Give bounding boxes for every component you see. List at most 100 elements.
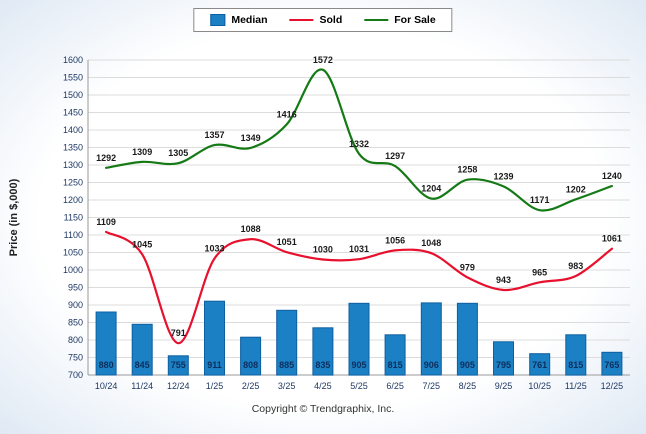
y-tick-label: 850 — [68, 318, 83, 328]
median-bar-value: 815 — [568, 360, 583, 370]
y-tick-label: 1100 — [64, 230, 83, 240]
legend: Median Sold For Sale — [193, 8, 453, 32]
sold-value: 983 — [568, 261, 583, 271]
sold-value: 979 — [460, 262, 475, 272]
y-tick-label: 800 — [68, 335, 83, 345]
median-bar-value: 885 — [279, 360, 294, 370]
sold-value: 791 — [171, 328, 186, 338]
y-tick-label: 1300 — [63, 160, 83, 170]
for-sale-value: 1292 — [96, 153, 116, 163]
x-tick-label: 8/25 — [459, 381, 477, 391]
median-bar-value: 808 — [243, 360, 258, 370]
y-tick-label: 1350 — [63, 143, 83, 153]
median-bar-value: 755 — [171, 360, 186, 370]
median-bar-value: 906 — [424, 360, 439, 370]
y-axis-title: Price (in $,000) — [8, 178, 20, 256]
x-tick-label: 7/25 — [423, 381, 441, 391]
for-sale-line — [105, 68, 613, 212]
legend-item-sold: Sold — [289, 14, 342, 26]
y-tick-label: 1550 — [63, 73, 83, 83]
x-tick-label: 12/25 — [601, 381, 624, 391]
y-tick-label: 1150 — [64, 213, 83, 223]
y-tick-label: 1450 — [63, 108, 83, 118]
median-bar-value: 845 — [135, 360, 150, 370]
median-bar — [95, 311, 117, 376]
for-sale-value: 1332 — [349, 139, 369, 149]
median-bar — [348, 302, 370, 376]
y-tick-label: 1000 — [63, 265, 83, 275]
sold-value: 965 — [532, 267, 547, 277]
for-sale-value: 1357 — [204, 130, 224, 140]
for-sale-value: 1416 — [277, 109, 297, 119]
y-tick-label: 950 — [68, 283, 83, 293]
median-swatch-icon — [210, 14, 226, 26]
x-tick-label: 3/25 — [278, 381, 296, 391]
y-tick-label: 1600 — [63, 55, 83, 65]
gridlines — [87, 59, 630, 376]
copyright-text: Copyright © Trendgraphix, Inc. — [251, 403, 395, 415]
sold-value: 1030 — [313, 245, 333, 255]
x-tick-label: 5/25 — [350, 381, 368, 391]
median-bar — [493, 341, 514, 376]
x-tick-label: 6/25 — [386, 381, 404, 391]
median-bar-value: 905 — [460, 360, 475, 370]
legend-item-median: Median — [210, 14, 267, 26]
x-tick-label: 11/25 — [565, 381, 587, 391]
sold-value: 1031 — [349, 244, 369, 254]
median-bar-value: 835 — [315, 360, 330, 370]
median-bar-value: 765 — [604, 360, 619, 370]
y-tick-label: 1250 — [63, 178, 83, 188]
legend-label-for-sale: For Sale — [394, 14, 436, 26]
for-sale-value: 1572 — [313, 55, 333, 65]
legend-label-median: Median — [231, 14, 268, 26]
sold-value: 1051 — [277, 237, 297, 247]
for-sale-value: 1305 — [168, 148, 188, 158]
sold-value: 1056 — [385, 235, 405, 245]
median-bars — [95, 300, 623, 376]
median-bar — [204, 300, 225, 376]
sold-value: 1088 — [241, 224, 261, 234]
median-bar-value: 815 — [388, 360, 403, 370]
sold-value: 1061 — [602, 234, 622, 244]
x-tick-label: 10/24 — [95, 381, 118, 391]
for-sale-value: 1204 — [421, 184, 441, 194]
median-bar — [167, 355, 189, 376]
sold-value: 1045 — [132, 239, 152, 249]
sold-value: 1033 — [204, 244, 224, 254]
median-bar — [240, 336, 262, 376]
y-tick-label: 1050 — [63, 248, 83, 258]
x-tick-label: 12/24 — [167, 381, 190, 391]
median-bar — [565, 334, 587, 376]
sold-labels: 1109 1045 791 1033 1088 1051 1030 1031 1056 1048 9… — [96, 217, 622, 338]
for-sale-line-swatch-icon — [364, 19, 389, 21]
for-sale-value: 1202 — [566, 184, 586, 194]
legend-item-for-sale: For Sale — [364, 14, 436, 26]
y-tick-label: 750 — [68, 353, 83, 363]
median-bar — [529, 353, 551, 376]
legend-label-sold: Sold — [319, 14, 343, 26]
for-sale-value: 1258 — [457, 165, 477, 175]
median-bar-labels: 880 845 755 911 808 885 835 905 815 906 905 795 761 8… — [99, 360, 620, 370]
y-axis-ticks: 700 750 800 850 900 950 1000 1050 1100 1150 1200 12… — [63, 55, 83, 380]
x-tick-label: 9/25 — [495, 381, 513, 391]
median-bar-value: 761 — [532, 360, 547, 370]
median-bar — [456, 302, 478, 376]
for-sale-value: 1349 — [241, 133, 261, 143]
median-bar — [276, 309, 298, 376]
x-tick-label: 4/25 — [314, 381, 332, 391]
median-bar-value: 795 — [496, 360, 511, 370]
y-tick-label: 1500 — [63, 90, 83, 100]
sold-line-swatch-icon — [289, 19, 314, 21]
median-bar — [420, 302, 442, 376]
median-bar — [131, 323, 153, 376]
sold-value: 943 — [496, 275, 511, 285]
median-bar — [384, 334, 406, 376]
x-tick-label: 1/25 — [206, 381, 224, 391]
median-bar-value: 880 — [99, 360, 114, 370]
for-sale-value: 1239 — [493, 171, 513, 181]
x-axis-ticks: 10/24 11/24 12/24 1/25 2/25 3/25 4/25 5/25 6/25 7… — [95, 381, 623, 391]
y-tick-label: 1200 — [63, 195, 83, 205]
median-bar — [312, 327, 334, 376]
